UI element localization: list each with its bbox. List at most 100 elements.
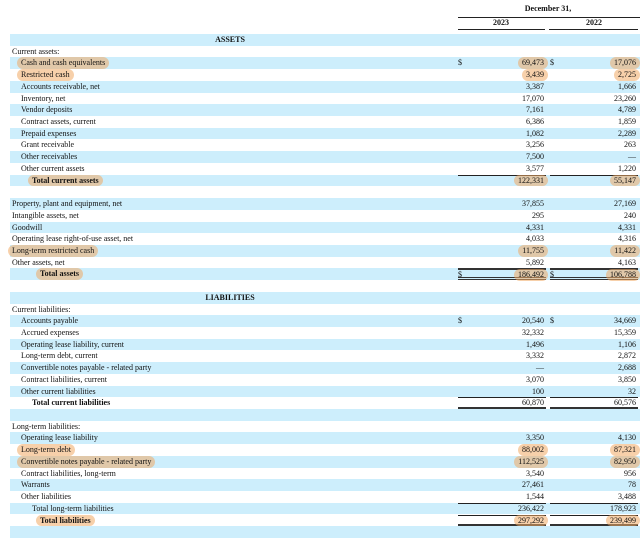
row-label: Contract liabilities, current [21, 374, 107, 384]
amount: 3,070 [526, 374, 544, 384]
row-label: Long-term debt [17, 444, 75, 456]
amount: 11,755 [518, 244, 548, 257]
table-row: Total long-term liabilities 236,422 178,92… [10, 502, 640, 515]
cell-2022: 87,321 [550, 444, 640, 456]
cell-2023: 112,525 [458, 455, 548, 468]
table-row: Long-term liabilities: [10, 421, 640, 433]
row-label: Convertible notes payable - related part… [21, 363, 152, 373]
amount: 7,161 [526, 105, 544, 115]
spacer-row [10, 186, 640, 198]
table-row: Property, plant and equipment, net 37,855… [10, 198, 640, 210]
amount: 3,387 [526, 81, 544, 91]
amount: 1,666 [618, 81, 636, 91]
column-rule-2023 [458, 29, 545, 30]
amount: 3,488 [618, 492, 636, 502]
cell-2022 [550, 421, 638, 433]
cell-2023 [458, 421, 546, 433]
row-label: Contract liabilities, long-term [21, 468, 116, 478]
row-label: Grant receivable [21, 140, 75, 150]
cell-2023: 3,332 [458, 350, 546, 362]
table-row: Accounts receivable, net 3,387 1,666 [10, 80, 640, 93]
row-label: Convertible notes payable - related part… [17, 455, 156, 468]
currency-symbol: $ [458, 58, 462, 68]
row-label: Cash and cash equivalents [17, 57, 110, 70]
row-label: Warrants [21, 480, 50, 490]
row-label: Contract assets, current [21, 117, 96, 127]
amount: 69,473 [518, 57, 548, 70]
table-row: Other receivables 7,500 — [10, 151, 640, 163]
period-header: December 31, [524, 4, 572, 13]
table-row: Accrued expenses 32,332 15,359 [10, 327, 640, 339]
row-label: Inventory, net [21, 93, 66, 103]
amount: 3,350 [526, 433, 544, 443]
amount: 1,220 [618, 163, 636, 173]
table-row: Restricted cash 3,439 2,725 [10, 69, 640, 81]
table-row: Total liabilities 297,292 239,499 [10, 514, 640, 527]
cell-2023: 3,439 [458, 69, 548, 81]
amount: 100 [532, 386, 544, 396]
cell-2023 [458, 526, 546, 538]
cell-2022: 4,789 [550, 104, 638, 116]
amount: 32 [628, 386, 636, 396]
amount: 3,850 [618, 374, 636, 384]
cell-2022: 3,488 [550, 491, 638, 503]
cell-2023: 1,082 [458, 128, 546, 140]
cell-2022 [550, 186, 638, 198]
amount: 60,576 [614, 398, 636, 408]
period-rule [458, 17, 640, 18]
cell-2023: 88,002 [458, 444, 548, 456]
cell-2022: 4,316 [550, 233, 638, 245]
amount: 122,331 [514, 174, 548, 187]
cell-2023: 3,070 [458, 374, 546, 386]
cell-2023: 60,870 [458, 397, 546, 409]
amount: 297,292 [514, 514, 548, 527]
cell-2023: 7,161 [458, 104, 546, 116]
row-label: Restricted cash [17, 69, 74, 81]
cell-2022: 1,859 [550, 116, 638, 128]
section-title: ASSETS [215, 35, 245, 44]
cell-2022: 2,725 [550, 69, 640, 81]
cell-2023 [458, 186, 546, 198]
section-title: LIABILITIES [205, 292, 255, 302]
row-label: Total current assets [28, 174, 103, 187]
amount: 1,082 [526, 128, 544, 138]
table-row: Vendor deposits 7,161 4,789 [10, 104, 640, 116]
table-row: Long-term restricted cash 11,755 11,422 [8, 244, 640, 257]
amount: 4,316 [618, 234, 636, 244]
amount: 15,359 [614, 328, 636, 337]
amount: 1,859 [618, 117, 636, 127]
cell-2023: $69,473 [458, 57, 548, 70]
cell-2023: 3,256 [458, 139, 546, 151]
row-label: Goodwill [12, 222, 43, 232]
row-label: Prepaid expenses [21, 128, 77, 138]
table-row: Contract assets, current 6,386 1,859 [10, 116, 640, 128]
table-row: Inventory, net 17,070 23,260 [10, 93, 640, 105]
row-label: Long-term debt, current [21, 351, 98, 361]
row-label: Accounts payable [21, 316, 79, 326]
cell-2022: 2,688 [550, 362, 638, 374]
cell-2022: 2,289 [550, 128, 638, 140]
cell-2022: 11,422 [550, 244, 640, 257]
spacer-row [10, 280, 640, 292]
cell-2023: 100 [458, 386, 546, 398]
row-label: Total liabilities [36, 514, 95, 527]
section-header-row: ASSETS [10, 34, 640, 46]
cell-2023: 297,292 [458, 514, 548, 527]
amount: 186,492 [514, 269, 548, 282]
spacer-row [10, 526, 640, 538]
table-row: Operating lease liability 3,350 4,130 [10, 432, 640, 445]
row-label: Total current liabilities [32, 398, 111, 408]
amount: 78 [628, 480, 636, 490]
cell-2022 [550, 280, 638, 292]
cell-2022: 1,106 [550, 339, 638, 351]
amount: 236,422 [518, 503, 544, 513]
currency-symbol: $ [458, 270, 462, 280]
currency-symbol: $ [550, 270, 554, 280]
cell-2023: 27,461 [458, 479, 546, 491]
amount: 37,855 [522, 199, 544, 209]
cell-2023: 32,332 [458, 327, 546, 339]
amount: 4,163 [618, 257, 636, 267]
cell-2022: $106,788 [550, 268, 640, 282]
cell-2022: 263 [550, 139, 638, 151]
cell-2022: 956 [550, 468, 638, 480]
